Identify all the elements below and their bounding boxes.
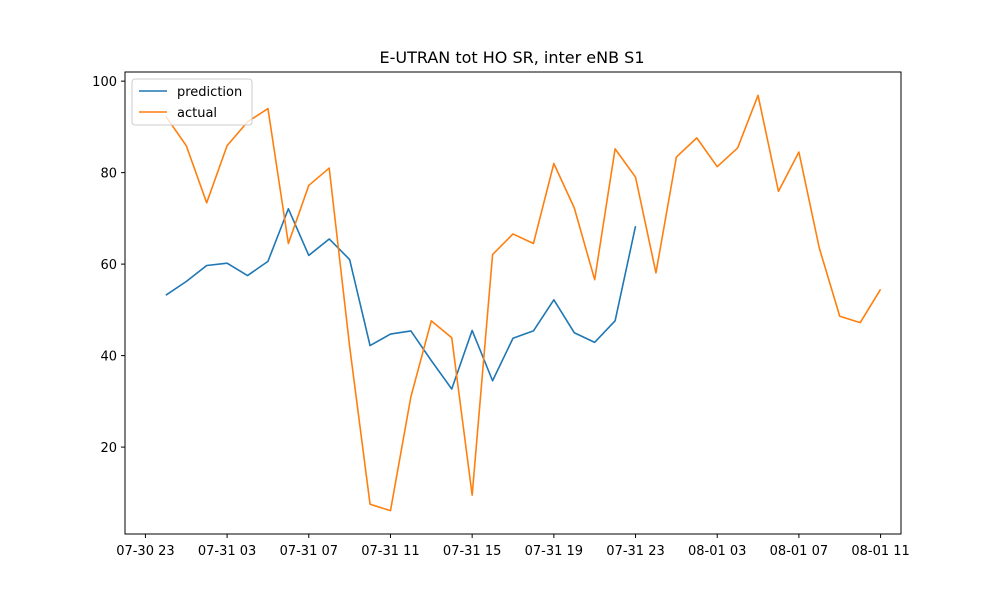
x-tick-label: 07-31 07 bbox=[280, 544, 338, 559]
legend-label-actual: actual bbox=[177, 106, 217, 121]
plot-frame bbox=[124, 71, 902, 535]
y-tick-label: 20 bbox=[100, 441, 117, 456]
x-tick-label: 07-31 15 bbox=[443, 544, 501, 559]
x-tick-label: 08-01 11 bbox=[851, 544, 909, 559]
series-layer bbox=[165, 94, 882, 512]
legend: prediction actual bbox=[131, 78, 253, 126]
y-tick-label: 40 bbox=[100, 350, 117, 365]
y-axis: 20 40 60 80 100 bbox=[92, 75, 125, 456]
y-tick-label: 80 bbox=[100, 167, 117, 182]
y-tick-label: 100 bbox=[92, 75, 117, 90]
x-tick-label: 07-31 03 bbox=[198, 544, 256, 559]
series-line-actual bbox=[165, 94, 882, 512]
x-axis: 07-30 23 07-31 03 07-31 07 07-31 11 07-31 15… bbox=[116, 534, 910, 559]
x-tick-label: 07-31 11 bbox=[361, 544, 419, 559]
x-tick-label: 08-01 07 bbox=[770, 544, 828, 559]
legend-label-prediction: prediction bbox=[177, 85, 242, 100]
x-tick-label: 07-31 23 bbox=[606, 544, 664, 559]
y-tick-label: 60 bbox=[100, 258, 117, 273]
series-line-prediction bbox=[165, 207, 637, 390]
x-tick-label: 07-30 23 bbox=[116, 544, 174, 559]
chart-title: E-UTRAN tot HO SR, inter eNB S1 bbox=[380, 48, 645, 67]
x-tick-label: 08-01 03 bbox=[688, 544, 746, 559]
x-tick-label: 07-31 19 bbox=[525, 544, 583, 559]
